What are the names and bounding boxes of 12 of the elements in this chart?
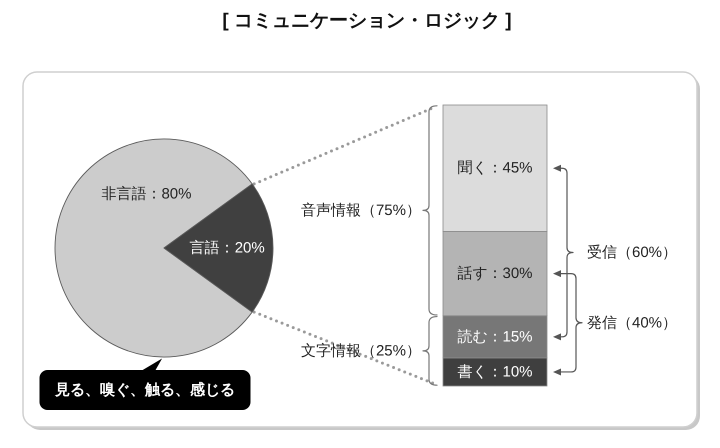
data-label: 非言語：80%: [101, 186, 192, 203]
data-label: 書く：10%: [457, 363, 533, 380]
annotation: 受信（60%）: [587, 244, 678, 262]
annotation: 文字情報（25%）: [300, 342, 421, 360]
title: [ コミュニケーション・ロジック ]: [222, 10, 512, 32]
data-label: 言語：20%: [190, 240, 265, 256]
annotation: 音声情報（75%）: [300, 202, 421, 219]
annotation: 発信（40%）: [587, 314, 678, 332]
data-label: 読む：15%: [457, 328, 533, 346]
data-label: 話す：30%: [457, 265, 533, 282]
annotation: 見る、嗅ぐ、触る、感じる: [40, 358, 250, 410]
data-label: 聞く：45%: [457, 160, 533, 177]
